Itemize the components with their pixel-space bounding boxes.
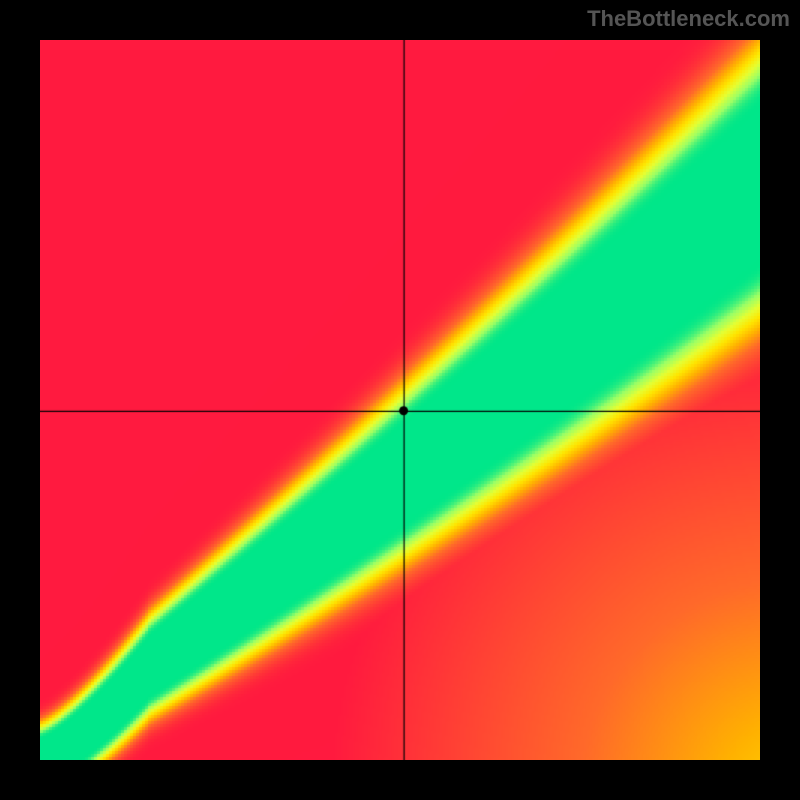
frame-bottom <box>0 760 800 800</box>
plot-area <box>40 40 760 760</box>
overlay-canvas <box>40 40 760 760</box>
frame-left <box>0 0 40 800</box>
chart-container: TheBottleneck.com <box>0 0 800 800</box>
frame-right <box>760 0 800 800</box>
watermark-text: TheBottleneck.com <box>587 6 790 32</box>
